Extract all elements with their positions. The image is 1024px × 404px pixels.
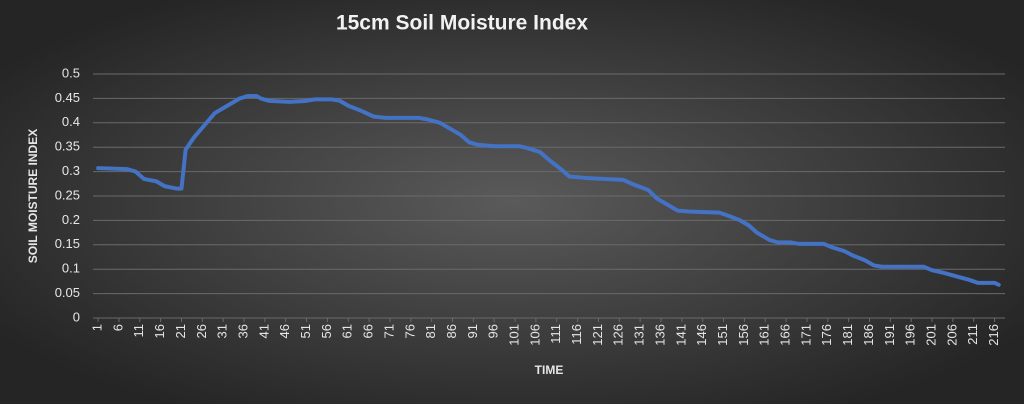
x-tick-label: 206 (944, 324, 959, 346)
x-tick-label: 171 (798, 324, 813, 346)
x-tick-label: 36 (235, 324, 250, 338)
x-tick-label: 191 (882, 324, 897, 346)
x-tick-label: 136 (652, 324, 667, 346)
x-tick-label: 51 (298, 324, 313, 338)
x-tick-label: 46 (277, 324, 292, 338)
x-tick-label: 216 (986, 324, 1001, 346)
x-tick-label: 56 (319, 324, 334, 338)
x-tick-label: 151 (715, 324, 730, 346)
y-tick-label: 0.2 (62, 212, 80, 227)
x-tick-label: 156 (736, 324, 751, 346)
x-axis-label: TIME (535, 363, 564, 377)
x-tick-label: 126 (611, 324, 626, 346)
chart-title: 15cm Soil Moisture Index (336, 12, 588, 35)
x-tick-label: 66 (361, 324, 376, 338)
x-tick-label: 1 (90, 324, 105, 331)
y-tick-label: 0.3 (62, 163, 80, 178)
x-tick-label: 61 (340, 324, 355, 338)
x-tick-label: 146 (694, 324, 709, 346)
y-tick-label: 0.1 (62, 261, 80, 276)
y-tick-label: 0.05 (55, 285, 80, 300)
x-tick-label: 196 (903, 324, 918, 346)
y-tick-label: 0.5 (62, 65, 80, 80)
y-tick-label: 0.45 (55, 90, 80, 105)
x-tick-label: 161 (757, 324, 772, 346)
y-tick-label: 0.25 (55, 187, 80, 202)
x-tick-label: 76 (402, 324, 417, 338)
x-tick-label: 111 (548, 324, 563, 344)
x-tick-label: 201 (923, 324, 938, 346)
y-axis-label: SOIL MOISTURE INDEX (26, 129, 40, 263)
x-tick-label: 101 (506, 324, 521, 346)
x-tick-label: 181 (840, 324, 855, 346)
x-tick-label: 6 (110, 324, 125, 331)
x-tick-label: 176 (819, 324, 834, 346)
x-tick-label: 91 (465, 324, 480, 338)
y-tick-label: 0.4 (62, 114, 80, 129)
x-tick-label: 81 (423, 324, 438, 338)
x-tick-label: 31 (215, 324, 230, 338)
y-tick-label: 0 (73, 309, 80, 324)
x-tick-label: 11 (131, 324, 146, 338)
x-tick-label: 41 (256, 324, 271, 338)
y-tick-label: 0.35 (55, 139, 80, 154)
data-line (96, 93, 1001, 287)
y-tick-label: 0.15 (55, 236, 80, 251)
x-tick-label: 116 (569, 324, 584, 345)
x-tick-label: 211 (965, 324, 980, 345)
x-tick-label: 141 (673, 324, 688, 346)
x-tick-label: 186 (861, 324, 876, 346)
x-tick-label: 21 (173, 324, 188, 338)
x-tick-label: 86 (444, 324, 459, 338)
x-tick-label: 131 (632, 324, 647, 346)
x-tick-label: 121 (590, 324, 605, 346)
x-tick-label: 26 (194, 324, 209, 338)
x-tick-label: 96 (486, 324, 501, 338)
x-tick-label: 166 (778, 324, 793, 346)
x-tick-label: 106 (527, 324, 542, 346)
x-tick-label: 16 (152, 324, 167, 338)
x-tick-label: 71 (381, 324, 396, 338)
